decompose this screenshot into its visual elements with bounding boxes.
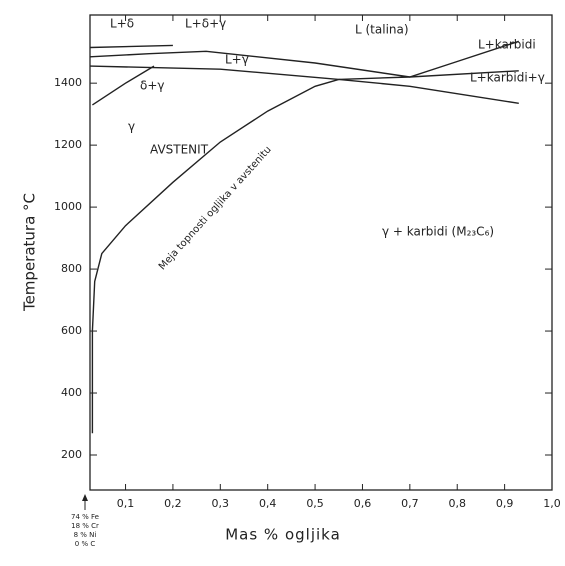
phase-boundary [91, 78, 339, 434]
region-label: L (talina) [355, 23, 409, 37]
region-label: γ [128, 120, 135, 134]
phase-boundary [338, 78, 519, 104]
x-tick-label: 0,2 [164, 497, 182, 510]
y-tick-label: 1000 [54, 200, 82, 213]
x-tick-label: 0,5 [306, 497, 324, 510]
x-tick-label: 0,3 [212, 497, 230, 510]
y-tick-label: 200 [61, 448, 82, 461]
origin-composition: 0 % C [75, 540, 96, 548]
y-tick-label: 600 [61, 324, 82, 337]
x-tick-label: 0,8 [448, 497, 466, 510]
phase-boundary [89, 65, 519, 81]
x-tick-label: 0,1 [117, 497, 135, 510]
region-label: L+γ [225, 53, 249, 67]
region-label: L+δ+γ [185, 17, 226, 31]
y-tick-label: 800 [61, 262, 82, 275]
x-tick-label: 0,6 [354, 497, 372, 510]
region-label: L+δ [110, 17, 134, 31]
phase-boundary [92, 65, 155, 106]
origin-arrow-head [82, 494, 88, 501]
y-tick-label: 1200 [54, 138, 82, 151]
y-tick-label: 400 [61, 386, 82, 399]
origin-composition: 8 % Ni [74, 531, 97, 539]
x-tick-label: 0,7 [401, 497, 419, 510]
phase-boundary [89, 44, 173, 49]
region-label: L+karbidi [478, 38, 536, 52]
region-label: AVSTENIT [150, 143, 209, 157]
y-tick-label: 1400 [54, 76, 82, 89]
region-label: L+karbidi+γ [470, 71, 545, 85]
x-axis-label: Mas % ogljika [225, 526, 341, 544]
x-tick-label: 0,9 [496, 497, 514, 510]
y-axis-label: Temperatura °C [21, 193, 39, 312]
x-tick-label: 0,4 [259, 497, 277, 510]
phase-boundary [89, 40, 520, 78]
origin-composition: 18 % Cr [71, 522, 99, 530]
region-label: δ+γ [140, 79, 165, 93]
plot-frame [89, 14, 553, 491]
origin-composition: 74 % Fe [71, 513, 99, 521]
region-label: Meja topnosti ogljika v avstenitu [157, 144, 274, 272]
x-tick-label: 1,0 [543, 497, 561, 510]
region-label: γ + karbidi (M₂₃C₆) [382, 225, 494, 239]
